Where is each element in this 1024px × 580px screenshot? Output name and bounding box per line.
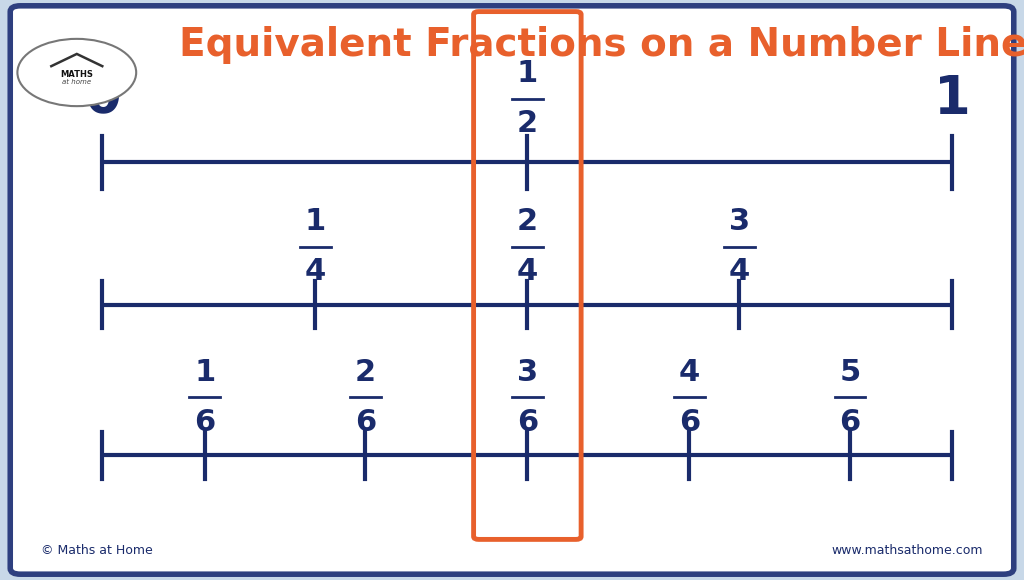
Text: MATHS: MATHS xyxy=(60,70,93,79)
Text: 4: 4 xyxy=(679,358,700,387)
Text: 3: 3 xyxy=(729,207,750,236)
Text: 6: 6 xyxy=(354,408,376,437)
Text: 1: 1 xyxy=(195,358,215,387)
Text: 4: 4 xyxy=(729,257,750,286)
Text: 0: 0 xyxy=(84,72,121,125)
Circle shape xyxy=(17,39,136,106)
Text: 1: 1 xyxy=(517,59,538,88)
Text: 5: 5 xyxy=(840,358,860,387)
Text: 6: 6 xyxy=(517,408,538,437)
FancyBboxPatch shape xyxy=(10,6,1014,574)
Text: 6: 6 xyxy=(840,408,860,437)
Text: 4: 4 xyxy=(517,257,538,286)
Text: www.mathsathome.com: www.mathsathome.com xyxy=(831,544,983,557)
Text: 6: 6 xyxy=(195,408,215,437)
Text: © Maths at Home: © Maths at Home xyxy=(41,544,153,557)
Text: 2: 2 xyxy=(517,207,538,236)
Text: 3: 3 xyxy=(517,358,538,387)
Text: Equivalent Fractions on a Number Line: Equivalent Fractions on a Number Line xyxy=(179,26,1024,64)
Text: 1: 1 xyxy=(305,207,326,236)
Text: 2: 2 xyxy=(354,358,376,387)
Text: 4: 4 xyxy=(305,257,326,286)
Text: 1: 1 xyxy=(934,72,971,125)
Text: 2: 2 xyxy=(517,109,538,138)
Text: 6: 6 xyxy=(679,408,700,437)
Text: at home: at home xyxy=(62,79,91,85)
